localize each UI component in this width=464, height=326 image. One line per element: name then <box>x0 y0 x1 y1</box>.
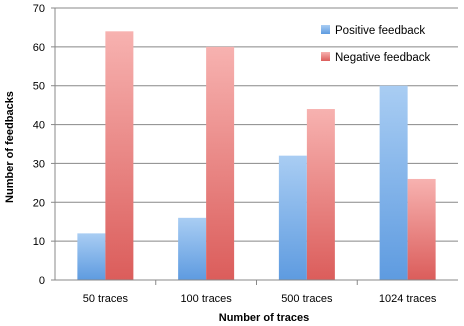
bars <box>77 31 436 281</box>
x-tick-label: 1024 traces <box>379 293 437 305</box>
x-tick-label: 500 traces <box>281 293 333 305</box>
bar-negative <box>206 46 235 280</box>
y-axis-title: Number of feedbacks <box>4 91 16 203</box>
y-tick-label: 70 <box>33 3 45 15</box>
y-tick-label: 20 <box>33 197 45 209</box>
y-tick-label: 30 <box>33 158 45 170</box>
x-axis-title: Number of traces <box>219 312 309 324</box>
bar-positive <box>77 233 106 280</box>
y-tick-label: 60 <box>33 42 45 54</box>
bar-negative <box>407 178 436 280</box>
legend-label-positive: Positive feedback <box>335 25 425 37</box>
legend-swatch-negative <box>321 52 330 61</box>
x-tick-label: 50 traces <box>83 293 129 305</box>
legend-label-negative: Negative feedback <box>335 52 431 64</box>
bar-positive <box>278 155 307 280</box>
y-tick-label: 50 <box>33 81 45 93</box>
bar-positive <box>178 217 207 280</box>
bar-positive <box>379 85 408 280</box>
y-tick-label: 0 <box>39 275 45 287</box>
y-tick-label: 10 <box>33 236 45 248</box>
x-tick-label: 100 traces <box>180 293 232 305</box>
y-tick-label: 40 <box>33 120 45 132</box>
legend: Positive feedback Negative feedback <box>321 25 431 64</box>
axes: 0 10 20 30 40 50 60 70 50 traces 100 traces 500 tr… <box>33 3 458 305</box>
bar-negative <box>306 109 335 281</box>
legend-swatch-positive <box>321 25 330 34</box>
bar-negative <box>105 31 134 280</box>
